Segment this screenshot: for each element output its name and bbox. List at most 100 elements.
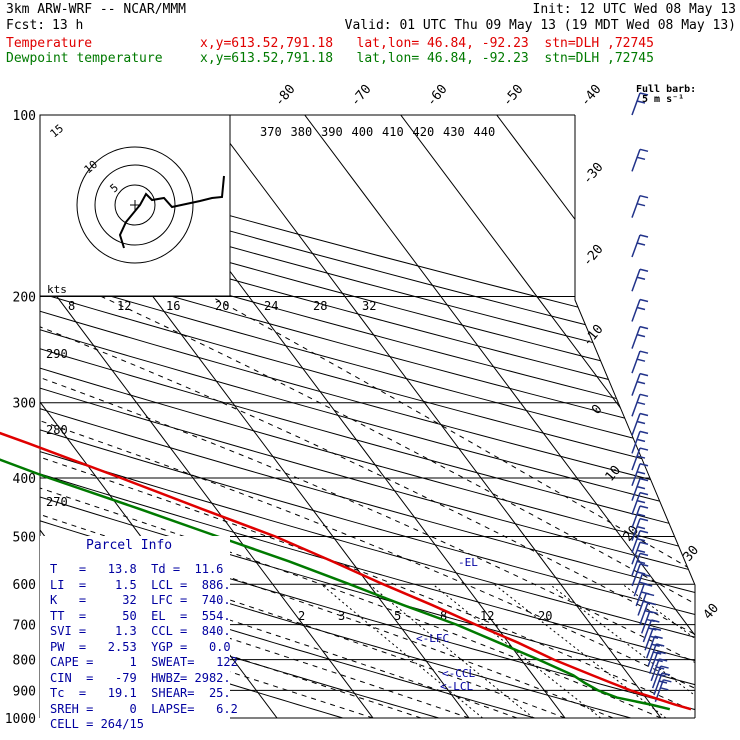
- parcel-info-row: Tc = 19.1 SHEAR= 25.: [50, 686, 231, 700]
- parcel-info-row: TT = 50 EL = 554.: [50, 608, 231, 623]
- moist-adiabat: [101, 296, 695, 718]
- dry-adiabat: [40, 115, 695, 718]
- dry-adiabat: [40, 115, 695, 718]
- mixing-ratio-label-low: 2: [298, 609, 305, 623]
- dry-adiabat: [40, 115, 695, 718]
- wind-barb: [631, 194, 649, 218]
- dry-adiabat: [40, 115, 387, 718]
- wind-barb: [631, 393, 649, 417]
- wind-barb: [644, 627, 662, 651]
- hodograph-units: kts: [47, 283, 67, 296]
- theta-e-label: 440: [474, 125, 496, 139]
- wind-barb: [647, 643, 665, 667]
- dewpoint-location-info: x,y=613.52,791.18 lat,lon= 46.84, -92.23…: [200, 51, 654, 66]
- temperature-tick-label: -40: [578, 82, 605, 110]
- wind-barbs: [631, 92, 672, 703]
- dry-adiabat: [40, 115, 484, 718]
- mixing-ratio-label-low: 8: [440, 609, 447, 623]
- pressure-label: 800: [13, 654, 36, 669]
- barb-legend-line1: Full barb:: [636, 84, 697, 95]
- temperature-tick-label: -80: [272, 82, 299, 110]
- isotherm: [582, 115, 695, 718]
- dry-adiabat: [40, 115, 695, 718]
- dry-adiabat: [40, 115, 695, 718]
- wind-barb: [631, 325, 649, 349]
- mixing-ratio-label: 20: [215, 299, 229, 313]
- wind-barb: [631, 298, 649, 322]
- temperature-tick-label: -20: [580, 242, 607, 270]
- mixing-ratio-label: 24: [264, 299, 278, 313]
- mixing-ratio-line: [432, 583, 602, 718]
- theta-e-label: 410: [382, 125, 404, 139]
- pressure-label: 400: [13, 472, 36, 487]
- pressure-label: 100: [13, 109, 36, 124]
- theta-label: 280: [46, 423, 68, 437]
- mixing-ratio-label: 28: [313, 299, 327, 313]
- temperature-tick-label: -60: [424, 82, 451, 110]
- forecast-hour: 13 h: [52, 18, 84, 33]
- temperature-tick-label: 30: [681, 543, 703, 565]
- temperature-tick-label: -30: [580, 160, 607, 188]
- dry-adiabat: [40, 115, 695, 718]
- mixing-ratio-label: 8: [68, 299, 75, 313]
- profile-series: [0, 431, 692, 711]
- wind-barb: [631, 430, 649, 454]
- temperature-profile: [0, 431, 692, 711]
- hodograph-trace: [118, 175, 225, 249]
- wind-barb: [645, 635, 663, 659]
- pressure-label: 600: [13, 578, 36, 593]
- dry-adiabat: [40, 115, 695, 718]
- dewpoint-legend: Dewpoint temperature: [6, 51, 163, 66]
- wind-barb: [631, 234, 649, 258]
- wind-barb: [631, 350, 649, 374]
- dewpoint-profile: [0, 458, 671, 711]
- moist-adiabat: [210, 296, 695, 718]
- mixing-ratio-label: 32: [362, 299, 376, 313]
- parcel-info-panel: Parcel Info T = 13.8 Td = 11.6 LI = 1.5 L…: [40, 536, 238, 731]
- level-marker: <-LFC: [416, 632, 449, 645]
- wind-barb: [633, 573, 651, 597]
- dry-adiabat: [40, 115, 695, 718]
- mixing-ratio-line: [368, 583, 534, 718]
- moist-adiabat: [40, 296, 422, 718]
- parcel-info-row: CELL = 264/15: [50, 717, 144, 731]
- wind-barb: [631, 412, 649, 436]
- dry-adiabat: [40, 115, 695, 718]
- isotherm: [40, 115, 383, 718]
- level-marker: <-CCL: [442, 667, 475, 680]
- parcel-info-title: Parcel Info: [86, 538, 173, 553]
- level-marker: <-LCL: [440, 680, 473, 693]
- hodograph-ring: [76, 146, 194, 264]
- mixing-ratio-label-low: 12: [480, 609, 494, 623]
- wind-barb: [631, 92, 649, 116]
- parcel-info-row: SVI = 1.3 CCL = 840.: [50, 624, 231, 638]
- wind-barb: [631, 463, 649, 487]
- dry-adiabat: [40, 115, 695, 718]
- isotherm: [486, 115, 695, 718]
- mixing-ratio-label-low: 3: [338, 609, 345, 623]
- barb-legend-line2: 5 m s⁻¹: [642, 94, 685, 105]
- valid-time: Valid: 01 UTC Thu 09 May 13 (19 MDT Wed …: [344, 18, 736, 33]
- wind-barb: [651, 665, 669, 689]
- wind-barb: [631, 563, 649, 587]
- wind-barb: [631, 505, 649, 529]
- hodograph-ring: [94, 164, 176, 246]
- wind-barb: [631, 268, 649, 292]
- wind-barb: [631, 529, 649, 553]
- wind-barb: [631, 552, 649, 576]
- temperature-tick-label: -70: [348, 82, 375, 110]
- pressure-label: 1000: [5, 712, 36, 727]
- pressure-label: 200: [13, 291, 36, 306]
- temperature-tick-label: -50: [500, 82, 527, 110]
- temperature-tick-label: 40: [701, 601, 723, 623]
- wind-barb: [631, 447, 649, 471]
- theta-e-label: 370: [260, 125, 282, 139]
- hodograph-ring: [114, 184, 156, 226]
- wind-barb: [631, 477, 649, 501]
- temperature-location-info: x,y=613.52,791.18 lat,lon= 46.84, -92.23…: [200, 36, 654, 51]
- parcel-info-row: T = 13.8 Td = 11.6: [50, 562, 224, 576]
- model-label: 3km ARW-WRF -- NCAR/MMM: [6, 2, 187, 17]
- parcel-info-row: K = 32 LFC = 740.: [50, 593, 231, 607]
